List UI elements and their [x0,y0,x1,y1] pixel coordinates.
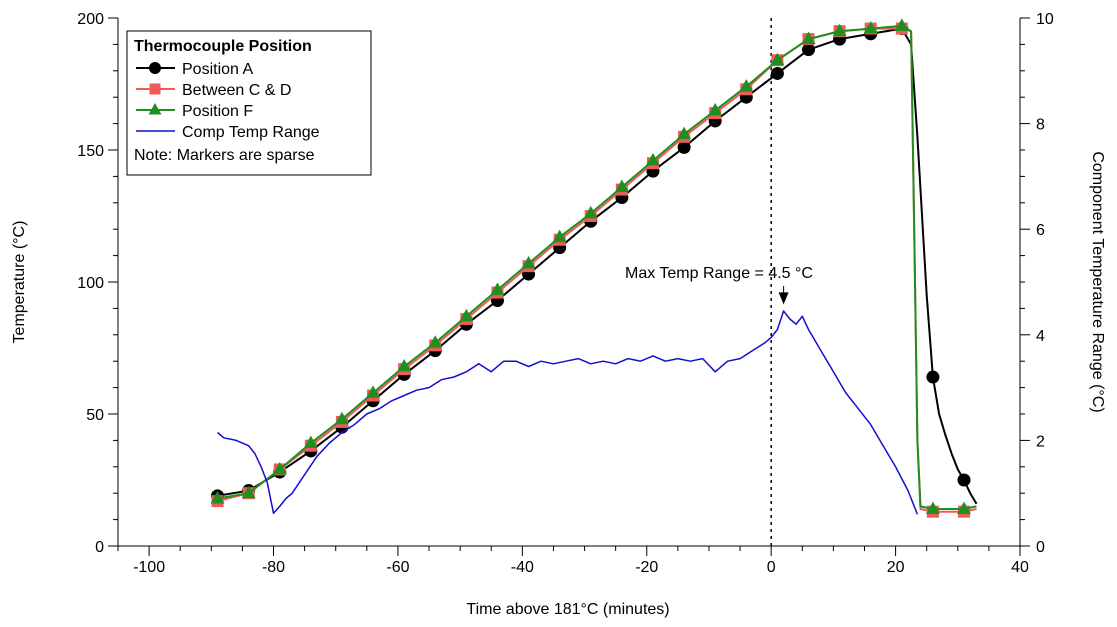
point-position-f [366,385,381,398]
x-tick-label: -60 [386,559,409,576]
point-position-f [521,256,536,269]
y2-tick-label: 10 [1036,11,1054,28]
point-position-f [708,102,723,116]
legend: Thermocouple Position Position A Between… [126,30,372,176]
ticks-layer: -100 -80 -60 -40 -20 0 20 40 0 50 100 150 200 0 2 4 6 8 10 [77,11,1054,576]
marks-layer [210,18,978,546]
point-position-f [459,308,474,322]
legend-marker-position-a [149,62,161,74]
legend-label-position-f: Position F [182,103,253,120]
x-axis-title: Time above 181°C (minutes) [466,601,669,618]
point-position-f [272,461,287,475]
point-position-f [770,52,785,66]
legend-note: Note: Markers are sparse [134,147,315,164]
point-position-f [397,358,412,372]
point-position-f [801,31,816,45]
y-tick-label: 50 [86,407,104,424]
y-axis-title: Temperature (°C) [11,221,28,344]
y-tick-label: 100 [77,275,104,292]
annotation-arrowhead [778,292,789,305]
y2-tick-label: 0 [1036,539,1045,556]
y2-axis-title: Component Temperature Range (°C) [1089,151,1106,412]
point-position-f [894,18,909,31]
x-tick-label: 20 [887,559,905,576]
legend-label-position-a: Position A [182,61,253,78]
point-position-f [645,153,660,166]
x-tick-label: 0 [767,559,776,576]
point-position-f [925,501,940,515]
series-line-position-a [217,27,978,505]
x-tick-label: -40 [511,559,534,576]
point-position-f [957,501,972,515]
point-position-f [739,79,754,92]
point-position-a [770,66,784,80]
x-tick-label: -20 [635,559,658,576]
y2-tick-label: 8 [1036,117,1045,134]
legend-title: Thermocouple Position [134,38,312,55]
x-tick-label: 40 [1011,559,1029,576]
point-position-a [926,370,940,384]
series-line-comp-temp-range [217,310,919,515]
point-position-f [614,179,629,192]
point-position-f [832,23,847,37]
point-position-f [583,205,598,219]
point-position-f [863,21,878,34]
point-position-f [303,435,318,449]
x-tick-label: -80 [262,559,285,576]
point-position-f [428,335,443,348]
legend-marker-between-c-d [149,83,161,95]
point-position-a [957,473,971,487]
legend-label-comp-temp-range: Comp Temp Range [182,124,320,141]
point-position-f [677,126,692,140]
y2-tick-label: 6 [1036,222,1045,239]
legend-marker-position-f [148,103,162,115]
y-tick-label: 200 [77,11,104,28]
y-tick-label: 150 [77,143,104,160]
point-position-f [490,282,505,295]
point-position-f [552,229,567,243]
point-position-f [334,411,349,425]
annotation-text: Max Temp Range = 4.5 °C [625,265,813,282]
y2-tick-label: 2 [1036,433,1045,450]
point-position-f [241,485,256,499]
point-position-a [801,43,815,57]
x-tick-label: -100 [133,559,165,576]
point-position-f [210,490,225,504]
legend-box [126,30,372,176]
y2-tick-label: 4 [1036,328,1045,345]
legend-label-between-c-d: Between C & D [182,82,291,99]
point-position-a [677,140,691,154]
y-tick-label: 0 [95,539,104,556]
